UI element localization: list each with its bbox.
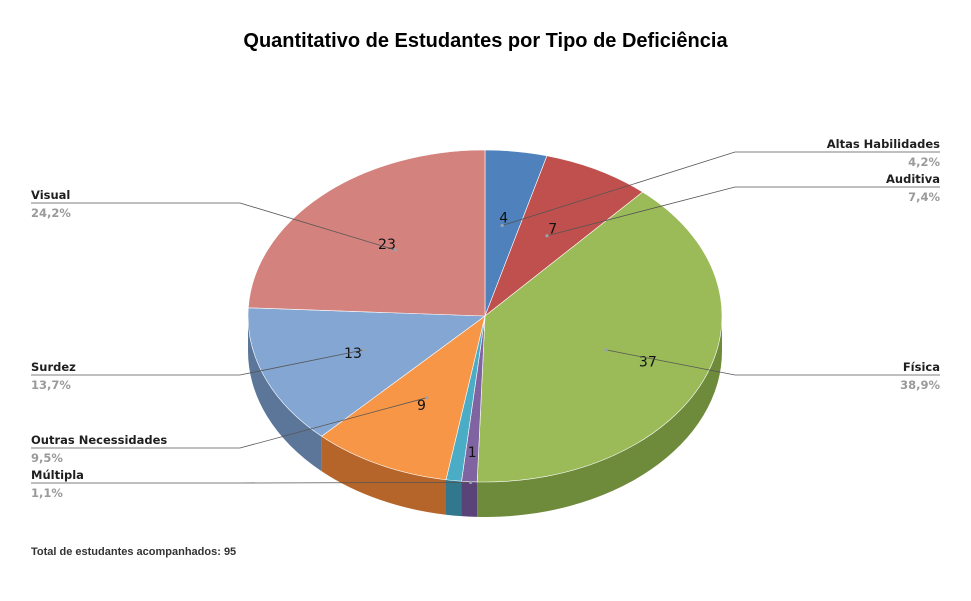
value-label-auditiva: 7 bbox=[548, 221, 557, 237]
slice-outras-necessidades[interactable] bbox=[321, 315, 486, 481]
leader-auditiva bbox=[546, 186, 940, 237]
pie-slices bbox=[247, 149, 723, 483]
leader-dot-fisica bbox=[604, 348, 608, 352]
chart-title: Quantitativo de Estudantes por Tipo de D… bbox=[243, 30, 728, 52]
label-auditiva: Auditiva bbox=[886, 172, 940, 186]
side-fisica bbox=[477, 316, 722, 517]
slice-auditiva[interactable] bbox=[484, 155, 644, 317]
slice-category-labels: Altas Habilidades 4,2% Auditiva 7,4% Física 3… bbox=[31, 137, 940, 500]
leader-surdez bbox=[31, 349, 365, 376]
leader-dot-multipla bbox=[468, 480, 473, 484]
value-label-outras-necessidades: 9 bbox=[417, 398, 426, 414]
label-altas-habilidades: Altas Habilidades bbox=[827, 137, 940, 151]
total-note: Total de estudantes acompanhados: 95 bbox=[31, 546, 237, 558]
slice-fisica[interactable] bbox=[476, 191, 723, 483]
percent-visual: 24,2% bbox=[31, 206, 71, 220]
leader-lines bbox=[31, 151, 940, 484]
pie-side-walls bbox=[248, 316, 722, 517]
percent-fisica: 38,9% bbox=[900, 378, 940, 392]
label-multipla: Múltipla bbox=[31, 468, 84, 482]
leader-visual bbox=[31, 202, 396, 251]
leader-multipla bbox=[31, 481, 471, 484]
value-label-altas-habilidades: 4 bbox=[499, 210, 508, 226]
value-label-visual: 23 bbox=[378, 237, 396, 253]
slice-visual[interactable] bbox=[247, 149, 486, 317]
value-label-multipla: 1 bbox=[468, 445, 477, 461]
leader-dot-auditiva bbox=[545, 234, 549, 238]
percent-auditiva: 7,4% bbox=[908, 190, 940, 204]
side-surdez bbox=[248, 316, 322, 472]
leader-outras-necessidades bbox=[31, 397, 427, 449]
side-outras-necessidades bbox=[321, 436, 446, 515]
label-fisica: Física bbox=[903, 360, 940, 374]
leader-altas-habilidades bbox=[502, 151, 940, 226]
percent-multipla: 1,1% bbox=[31, 486, 63, 500]
leader-dot-surdez bbox=[362, 348, 366, 352]
value-label-surdez: 13 bbox=[344, 346, 362, 362]
side-multipla bbox=[461, 481, 478, 517]
percent-altas-habilidades: 4,2% bbox=[908, 155, 940, 169]
leader-dot-altas-habilidades bbox=[500, 223, 504, 228]
side-slice-4 bbox=[445, 479, 462, 517]
percent-surdez: 13,7% bbox=[31, 378, 71, 392]
leader-fisica bbox=[605, 349, 940, 376]
leader-dot-outras-necessidades bbox=[425, 396, 429, 400]
percent-outras-necessidades: 9,5% bbox=[31, 451, 63, 465]
label-visual: Visual bbox=[31, 188, 70, 202]
slice-surdez[interactable] bbox=[247, 307, 486, 437]
leader-dot-visual bbox=[393, 248, 397, 252]
label-surdez: Surdez bbox=[31, 360, 76, 374]
label-outras-necessidades: Outras Necessidades bbox=[31, 433, 167, 447]
